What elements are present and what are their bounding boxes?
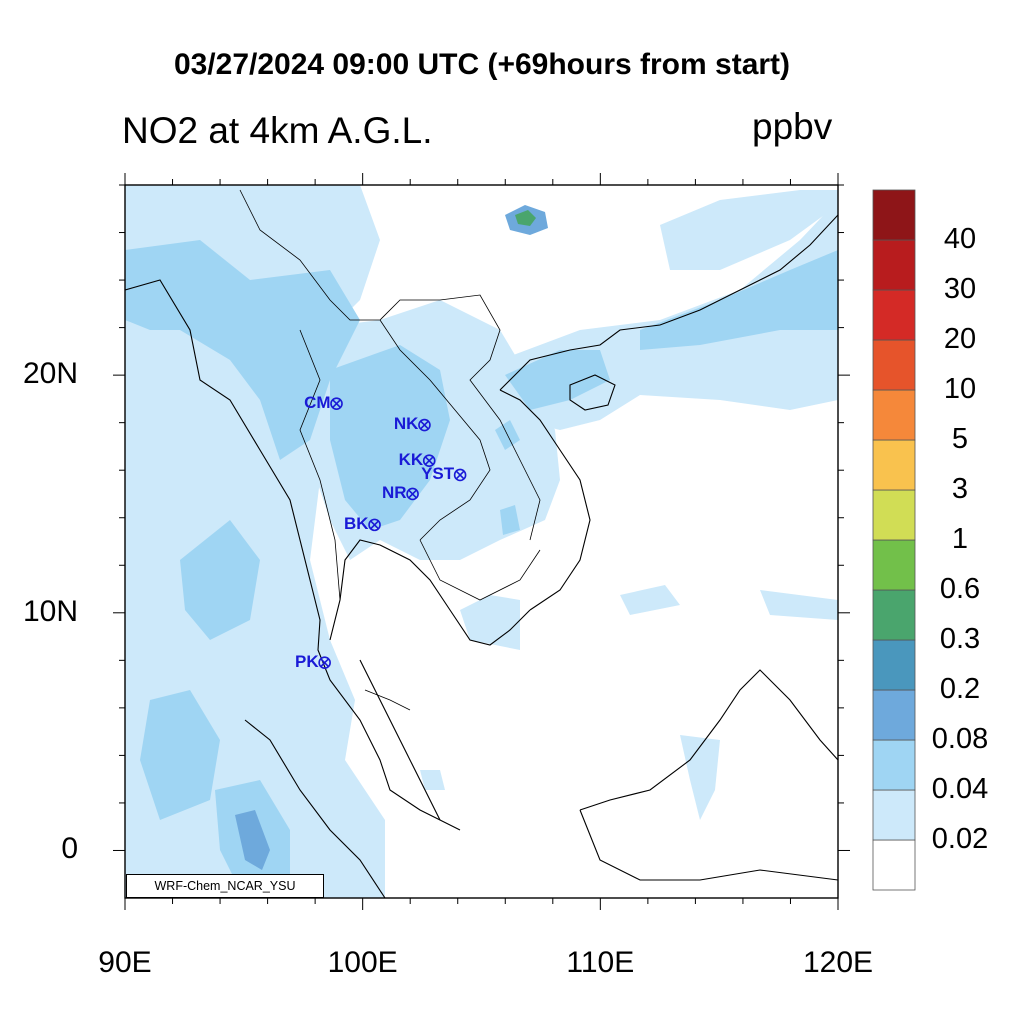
station-marker-icon: [422, 454, 436, 467]
units-label: ppbv: [752, 106, 833, 147]
lon-tick-label: 100E: [327, 946, 398, 979]
no2-region-cambodia: [500, 505, 520, 535]
station-label: KK: [398, 449, 424, 469]
colorbar-level-label: 0.08: [931, 723, 989, 755]
colorbar-swatch: [872, 489, 916, 541]
station-marker-icon: [368, 518, 381, 532]
lat-tick-label: 20N: [22, 357, 78, 391]
colorbar-swatch: [872, 439, 916, 491]
colorbar-level-label: 10: [943, 373, 977, 405]
coastlines: [125, 214, 838, 898]
no2-region-tonkin: [505, 350, 610, 410]
station-label: PK: [295, 651, 319, 671]
border-china-myanmar: [239, 189, 440, 321]
colorbar-level-label: 40: [943, 223, 977, 255]
colorbar-swatch: [872, 539, 916, 591]
station-markers: [318, 397, 467, 670]
no2-region-hubei-core: [515, 210, 536, 226]
colorbar: [872, 189, 916, 891]
coast-china: [499, 214, 838, 391]
no2-region-thailand: [330, 345, 450, 530]
model-credit-label: WRF-Chem_NCAR_YSU: [126, 874, 324, 898]
colorbar-swatch: [872, 589, 916, 641]
no2-region-sea-patch: [620, 585, 680, 615]
colorbar-swatch: [872, 189, 916, 241]
station-marker-icon: [406, 487, 419, 501]
colorbar-level-label: 1: [951, 523, 969, 555]
colorbar-level-label: 0.6: [939, 573, 981, 605]
colorbar-level-label: 0.02: [931, 823, 989, 855]
country-borders: [239, 189, 541, 711]
colorbar-level-label: 0.3: [939, 623, 981, 655]
station-label: CM: [304, 392, 331, 412]
colorbar-swatch: [872, 839, 916, 891]
axis-ticks: [113, 173, 850, 910]
lon-tick-label: 110E: [566, 946, 635, 979]
coast-bay-of-bengal: [125, 279, 461, 831]
no2-region-andaman-2: [140, 690, 220, 820]
colorbar-level-label: 0.2: [939, 673, 981, 705]
lat-tick-label: 10N: [22, 594, 78, 628]
colorbar-level-label: 20: [943, 323, 977, 355]
colorbar-level-label: 0.04: [931, 773, 989, 805]
lat-tick-label: 0: [61, 832, 78, 866]
map-frame: [124, 184, 839, 899]
main-title: 03/27/2024 09:00 UTC (+69hours from star…: [173, 48, 791, 81]
border-thailand-laos: [379, 319, 491, 541]
station-marker-icon: [330, 397, 343, 410]
no2-region-sea-patch-2: [760, 590, 838, 620]
border-cambodia: [419, 539, 541, 601]
no2-region-guangdong: [640, 250, 838, 350]
no2-field: [125, 185, 838, 898]
colorbar-level-label: 30: [943, 273, 977, 305]
border-malaysia-thailand: [364, 689, 411, 711]
no2-region-vietnam: [460, 595, 520, 650]
coast-sumatra: [244, 719, 386, 898]
colorbar-swatch: [872, 389, 916, 441]
coast-gulf-of-thailand: [329, 539, 531, 646]
station-label: YST: [421, 463, 455, 483]
colorbar-level-label: 5: [951, 423, 969, 455]
station-marker-icon: [318, 656, 331, 670]
no2-region-myanmar: [125, 240, 360, 460]
colorbar-level-label: 3: [951, 473, 969, 505]
no2-region-north-plume: [660, 190, 838, 270]
station-marker-icon: [453, 468, 467, 482]
border-laos-vietnam: [439, 294, 541, 541]
station-label: BK: [344, 513, 369, 533]
lon-tick-label: 120E: [802, 946, 874, 979]
colorbar-swatch: [872, 289, 916, 341]
colorbar-swatch: [872, 239, 916, 291]
colorbar-swatch: [872, 639, 916, 691]
station-label: NK: [393, 414, 419, 434]
coast-vietnam: [499, 389, 591, 611]
colorbar-swatch: [872, 689, 916, 741]
border-thailand-myanmar: [299, 329, 341, 601]
no2-region-borneo: [680, 735, 720, 820]
no2-region-andaman: [180, 520, 260, 640]
no2-region-south-sea: [420, 770, 445, 790]
coast-malay: [359, 659, 441, 821]
coast-hainan: [569, 374, 616, 411]
station-marker-icon: [418, 418, 431, 432]
no2-region-sumatra-core: [235, 810, 270, 870]
lon-tick-label: 90E: [98, 946, 152, 979]
colorbar-swatch: [872, 789, 916, 841]
field-title: NO2 at 4km A.G.L.: [122, 110, 433, 151]
coast-borneo: [579, 669, 838, 881]
station-label: NR: [382, 482, 407, 502]
colorbar-swatch: [872, 339, 916, 391]
